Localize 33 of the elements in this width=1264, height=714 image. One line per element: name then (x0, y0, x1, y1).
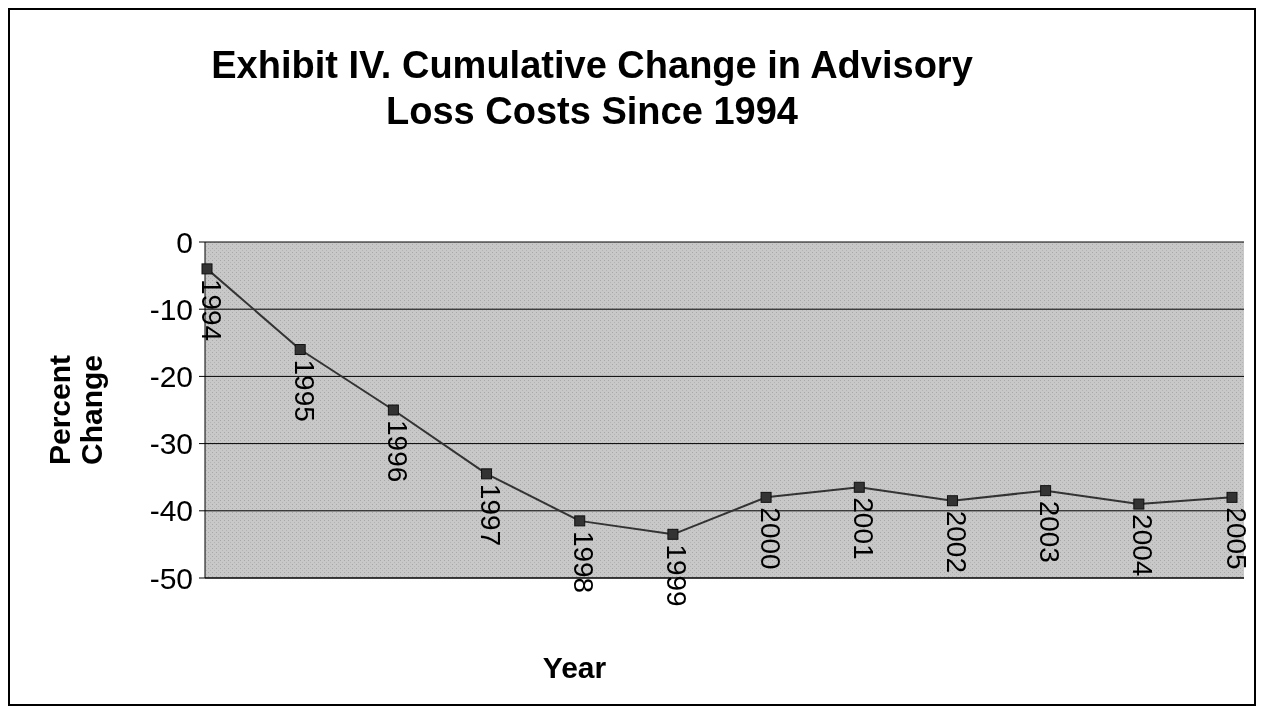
x-tick-label: 2000 (754, 507, 786, 570)
x-tick-label: 1995 (288, 359, 320, 422)
x-tick-label: 1999 (661, 544, 693, 607)
point (853, 481, 865, 493)
x-tick-label: 2001 (847, 497, 879, 560)
x-tick-label: 2002 (940, 510, 972, 574)
point (667, 528, 679, 540)
y-tick-label: -20 (149, 359, 193, 393)
y-tick-label: 0 (176, 225, 193, 259)
point (1226, 491, 1238, 503)
y-tick-label: -10 (149, 292, 193, 326)
x-tick-label: 2005 (1220, 507, 1252, 570)
x-tick-label: 1998 (568, 530, 600, 594)
point (294, 344, 306, 356)
point (946, 495, 958, 507)
point (760, 491, 772, 503)
x-tick-label: 1994 (195, 278, 227, 342)
x-tick-label: 2004 (1127, 514, 1159, 577)
point (201, 263, 213, 275)
y-tick-label: -50 (149, 561, 193, 595)
x-tick-label: 2003 (1034, 500, 1066, 563)
x-tick-label: 1997 (475, 483, 507, 547)
y-tick-label: -30 (149, 427, 193, 461)
y-axis-title: Percent Change (43, 354, 108, 466)
chart-title: Exhibit IV. Cumulative Change in Advisory Loss Costs Since 1994 (211, 44, 973, 132)
point (481, 468, 493, 480)
point (574, 515, 586, 527)
x-axis-title: Year (542, 651, 607, 684)
point (387, 404, 399, 416)
x-tick-label: 1996 (381, 420, 413, 483)
point (1133, 498, 1145, 510)
y-tick-label: -40 (149, 494, 193, 528)
point (1040, 485, 1052, 497)
